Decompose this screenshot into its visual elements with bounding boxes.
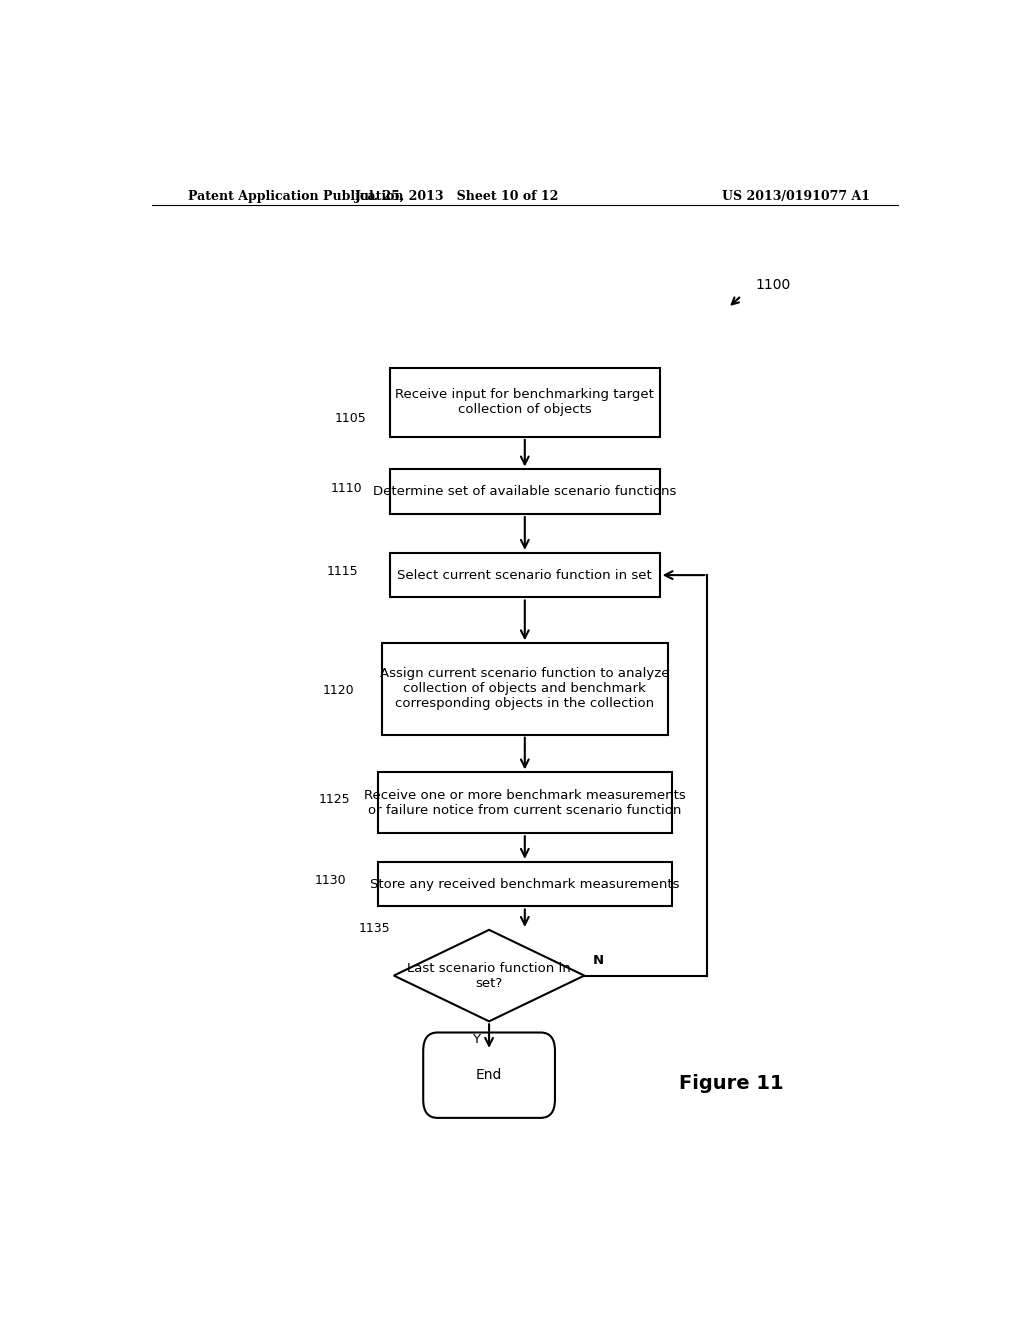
- Text: Receive input for benchmarking target
collection of objects: Receive input for benchmarking target co…: [395, 388, 654, 416]
- Text: Store any received benchmark measurements: Store any received benchmark measurement…: [370, 878, 680, 891]
- FancyBboxPatch shape: [378, 862, 672, 907]
- Text: Receive one or more benchmark measurements
or failure notice from current scenar: Receive one or more benchmark measuremen…: [364, 789, 686, 817]
- FancyBboxPatch shape: [382, 643, 668, 735]
- FancyBboxPatch shape: [378, 772, 672, 833]
- Text: 1110: 1110: [331, 482, 362, 495]
- Text: Y: Y: [472, 1034, 480, 1047]
- Text: Determine set of available scenario functions: Determine set of available scenario func…: [373, 486, 677, 498]
- Text: End: End: [476, 1068, 503, 1082]
- FancyBboxPatch shape: [390, 470, 659, 515]
- Text: Figure 11: Figure 11: [679, 1074, 783, 1093]
- FancyBboxPatch shape: [423, 1032, 555, 1118]
- Text: Last scenario function in
set?: Last scenario function in set?: [408, 961, 571, 990]
- Text: 1100: 1100: [755, 279, 791, 293]
- Text: Patent Application Publication: Patent Application Publication: [187, 190, 403, 202]
- FancyBboxPatch shape: [390, 553, 659, 598]
- Polygon shape: [394, 929, 585, 1022]
- Text: 1135: 1135: [358, 921, 390, 935]
- Text: Assign current scenario function to analyze
collection of objects and benchmark
: Assign current scenario function to anal…: [380, 668, 670, 710]
- Text: 1130: 1130: [314, 874, 346, 887]
- Text: 1125: 1125: [318, 792, 350, 805]
- FancyBboxPatch shape: [390, 368, 659, 437]
- Text: N: N: [593, 954, 604, 966]
- Text: 1120: 1120: [323, 684, 354, 697]
- Text: 1115: 1115: [327, 565, 358, 578]
- Text: Jul. 25, 2013   Sheet 10 of 12: Jul. 25, 2013 Sheet 10 of 12: [355, 190, 559, 202]
- Text: Select current scenario function in set: Select current scenario function in set: [397, 569, 652, 582]
- Text: US 2013/0191077 A1: US 2013/0191077 A1: [722, 190, 870, 202]
- Text: 1105: 1105: [334, 412, 367, 425]
